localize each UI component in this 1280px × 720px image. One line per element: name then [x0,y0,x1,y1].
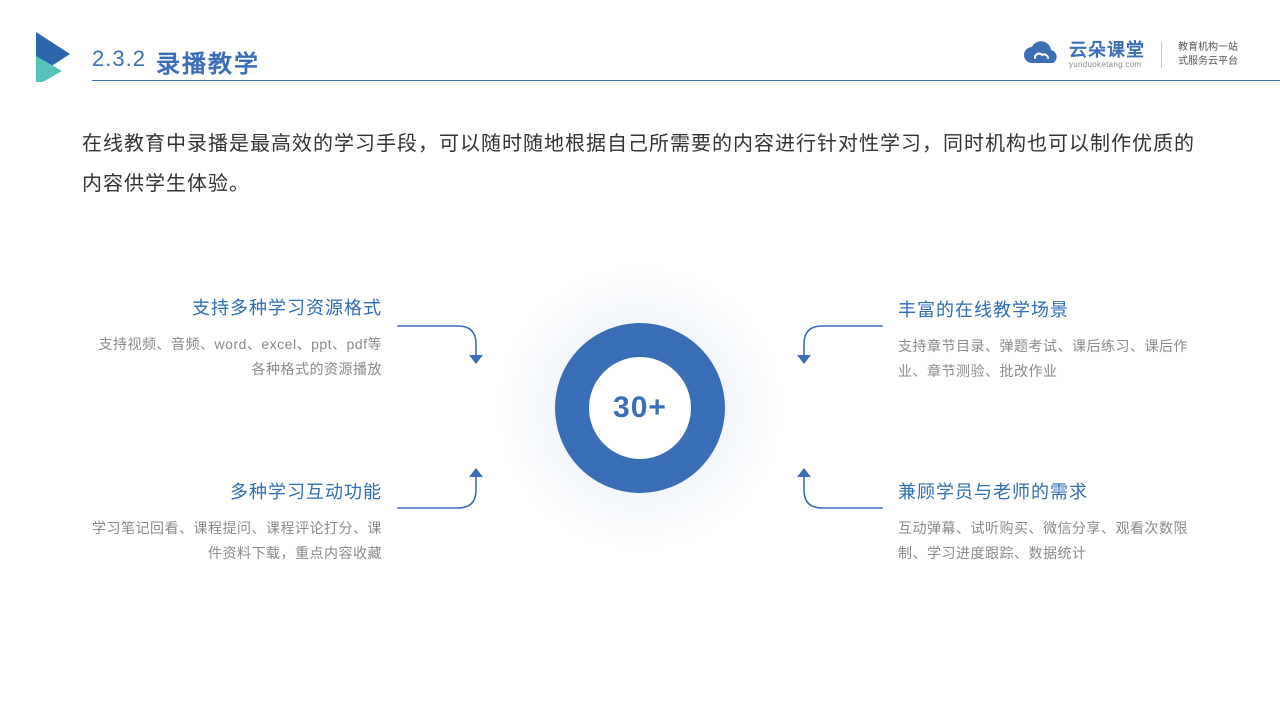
feature-top-left: 支持多种学习资源格式 支持视频、音频、word、excel、ppt、pdf等各种… [92,294,382,382]
brand-logo: 云朵课堂 yunduoketang.com 教育机构一站式服务云平台 [1021,32,1240,78]
section-title: 录播教学 [156,44,260,79]
feature-top-right: 丰富的在线教学场景 支持章节目录、弹题考试、课后练习、课后作业、章节测验、批改作… [898,296,1188,384]
feature-desc: 学习笔记回看、课程提问、课程评论打分、课件资料下载，重点内容收藏 [92,516,382,566]
feature-title: 支持多种学习资源格式 [92,294,382,320]
feature-bottom-right: 兼顾学员与老师的需求 互动弹幕、试听购买、微信分享、观看次数限制、学习进度跟踪、… [898,478,1188,566]
feature-desc: 互动弹幕、试听购买、微信分享、观看次数限制、学习进度跟踪、数据统计 [898,516,1188,566]
slide: 2.3.2 录播教学 云朵课堂 yunduoketang.com 教育机构一站式… [0,0,1280,720]
play-icon [36,32,76,82]
slide-header: 2.3.2 录播教学 云朵课堂 yunduoketang.com 教育机构一站式… [0,32,1280,94]
intro-paragraph: 在线教育中录播是最高效的学习手段，可以随时随地根据自己所需要的内容进行针对性学习… [82,124,1210,204]
ring-label: 30+ [613,391,667,425]
brand-tagline: 教育机构一站式服务云平台 [1178,41,1240,69]
section-number: 2.3.2 [92,46,146,72]
header-rule [92,80,1280,81]
cloud-icon [1021,41,1059,69]
feature-title: 多种学习互动功能 [92,478,382,504]
center-ring: 30+ [500,268,780,548]
feature-desc: 支持章节目录、弹题考试、课后练习、课后作业、章节测验、批改作业 [898,334,1188,384]
feature-title: 丰富的在线教学场景 [898,296,1188,322]
brand-name: 云朵课堂 [1069,41,1145,59]
feature-title: 兼顾学员与老师的需求 [898,478,1188,504]
brand-url: yunduoketang.com [1069,61,1145,69]
brand-text: 云朵课堂 yunduoketang.com [1069,41,1145,69]
feature-bottom-left: 多种学习互动功能 学习笔记回看、课程提问、课程评论打分、课件资料下载，重点内容收… [92,478,382,566]
brand-separator [1161,42,1162,68]
feature-desc: 支持视频、音频、word、excel、ppt、pdf等各种格式的资源播放 [92,332,382,382]
